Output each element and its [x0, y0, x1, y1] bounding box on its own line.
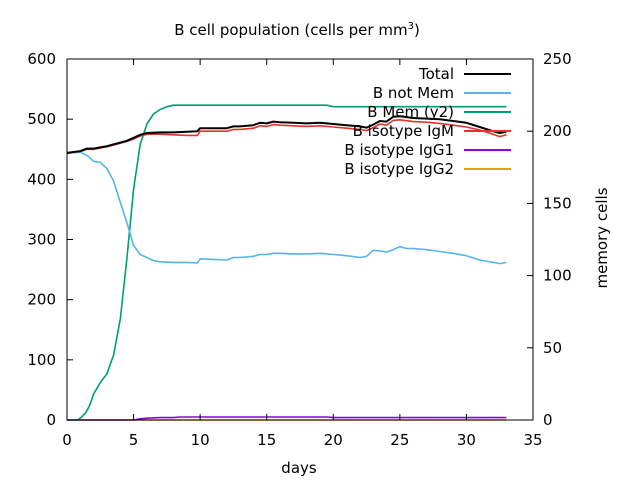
y2-tick-label: 50 — [543, 339, 562, 357]
y2-tick-label: 200 — [543, 122, 572, 140]
plot-frame — [66, 58, 534, 421]
legend-label-b-isotype-igg1: B isotype IgG1 — [344, 141, 454, 159]
y-tick-label: 400 — [27, 170, 56, 188]
legend-label-b-mem-y2: B Mem (y2) — [367, 103, 454, 121]
series-line-b-not-mem — [66, 151, 507, 265]
legend-label-b-isotype-igm: B isotype IgM — [353, 122, 454, 140]
y-tick-label: 300 — [27, 231, 56, 249]
chart-title-main: B cell population (cells per mm — [174, 21, 407, 39]
x-tick-label: 30 — [457, 431, 476, 449]
y2-tick-label: 150 — [543, 194, 572, 212]
y-tick-label: 100 — [27, 351, 56, 369]
chart-title-superscript: 3 — [408, 21, 414, 32]
x-tick-label: 0 — [62, 431, 72, 449]
y-tick-label: 200 — [27, 291, 56, 309]
x-tick-label: 20 — [324, 431, 343, 449]
legend-label-b-not-mem: B not Mem — [373, 84, 454, 102]
series-line-b-isotype-igg1 — [67, 416, 507, 421]
x-tick-label: 10 — [191, 431, 210, 449]
y2-tick-label: 0 — [543, 411, 553, 429]
legend-label-b-isotype-igg2: B isotype IgG2 — [344, 160, 454, 178]
y-axis: 0 100 200 300 400 500 600 — [27, 50, 73, 429]
x-tick-label: 25 — [390, 431, 409, 449]
y2-axis-label: memory cells — [593, 187, 611, 288]
y-tick-label: 600 — [27, 50, 56, 68]
chart-title-suffix: ) — [414, 21, 420, 39]
y2-tick-label: 100 — [543, 267, 572, 285]
y-tick-label: 500 — [27, 110, 56, 128]
x-tick-label: 15 — [257, 431, 276, 449]
chart-title: B cell population (cells per mm3) — [174, 21, 420, 39]
x-axis-label: days — [281, 459, 317, 477]
legend-label-total: Total — [418, 65, 454, 83]
y2-tick-label: 250 — [543, 50, 572, 68]
x-axis: 0 5 10 15 20 25 30 35 — [62, 59, 543, 449]
y2-axis: 0 50 100 150 200 250 — [527, 50, 572, 429]
y-tick-label: 0 — [46, 411, 56, 429]
series-line-total — [66, 115, 507, 154]
x-tick-label: 5 — [129, 431, 139, 449]
x-tick-label: 35 — [523, 431, 542, 449]
series-line-b-mem-y2 — [67, 104, 507, 421]
